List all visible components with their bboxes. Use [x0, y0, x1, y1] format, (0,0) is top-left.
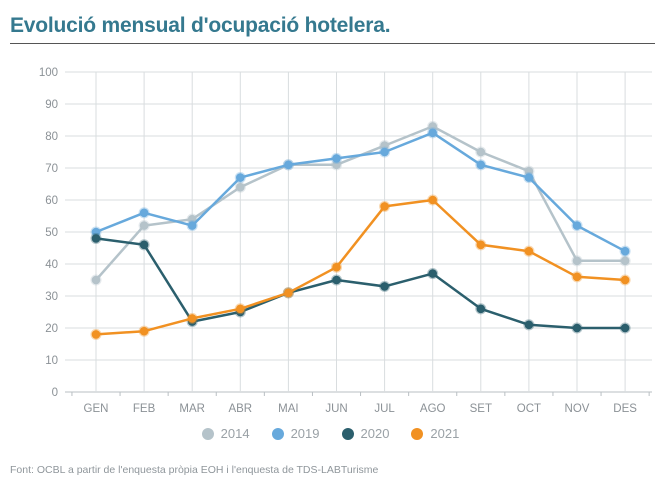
data-point-2014-ABR: [234, 181, 246, 193]
x-tick-label-OCT: OCT: [517, 403, 541, 415]
data-point-2021-MAI: [282, 287, 294, 299]
data-point-2021-NOV: [571, 271, 583, 283]
x-tick-label-AGO: AGO: [420, 403, 446, 415]
data-point-2020-AGO: [427, 268, 439, 280]
data-point-2021-GEN: [90, 328, 102, 340]
legend-dot-2020: [341, 427, 354, 440]
y-tick-label-30: 30: [45, 291, 58, 303]
data-point-2021-AGO: [427, 194, 439, 206]
data-point-2021-FEB: [138, 325, 150, 337]
series-line-2020: [94, 237, 627, 330]
legend-dot-2021: [411, 427, 424, 440]
legend-item-2021: 2021: [411, 426, 459, 441]
x-tick-label-FEB: FEB: [133, 403, 156, 415]
y-tick-label-90: 90: [45, 99, 58, 111]
data-point-2014-DES: [619, 255, 631, 267]
page-header: Evolució mensual d'ocupació hotelera.: [10, 14, 655, 44]
data-point-2021-JUL: [379, 200, 391, 212]
occupancy-line-chart: 0 10 20 30 40 50 60 70 80 90 100 GEN FEB MAR ABR MAI JUN…: [39, 67, 652, 415]
data-point-2019-MAR: [186, 220, 198, 232]
data-point-2019-ABR: [234, 172, 246, 184]
data-point-2019-NOV: [571, 220, 583, 232]
x-tick-label-NOV: NOV: [565, 403, 590, 415]
source-note: Font: OCBL a partir de l'enquesta pròpia…: [10, 464, 379, 476]
y-tick-label-40: 40: [45, 259, 58, 271]
y-tick-label-70: 70: [45, 163, 58, 175]
y-tick-label-20: 20: [45, 323, 58, 335]
data-point-2020-SET: [475, 303, 487, 315]
legend-label-2014: 2014: [220, 426, 250, 441]
x-tick-label-MAR: MAR: [179, 403, 205, 415]
legend-label-2021: 2021: [430, 426, 460, 441]
data-point-2021-SET: [475, 239, 487, 251]
x-tick-label-ABR: ABR: [228, 403, 252, 415]
y-tick-label-100: 100: [39, 67, 58, 79]
data-point-2019-SET: [475, 159, 487, 171]
chart-legend: 2014 2019 2020 2021: [0, 426, 661, 441]
legend-dot-2019: [271, 427, 284, 440]
x-tick-label-MAI: MAI: [278, 403, 298, 415]
x-tick-label-JUN: JUN: [325, 403, 347, 415]
data-point-2020-JUN: [330, 274, 343, 286]
data-point-2021-ABR: [234, 303, 246, 315]
series-line-2014: [94, 125, 627, 282]
x-tick-label-DES: DES: [613, 403, 637, 415]
legend-item-2019: 2019: [271, 426, 320, 441]
legend-label-2019: 2019: [290, 426, 320, 441]
y-tick-label-0: 0: [52, 387, 58, 399]
data-point-2019-DES: [619, 245, 631, 257]
data-point-2020-FEB: [138, 239, 150, 251]
data-point-2014-NOV: [571, 255, 583, 267]
data-point-2019-FEB: [138, 207, 150, 219]
chart-area: 0 10 20 30 40 50 60 70 80 90 100 GEN FEB MAR ABR MAI JUN…: [0, 56, 661, 421]
legend-label-2020: 2020: [360, 426, 390, 441]
y-tick-label-80: 80: [45, 131, 58, 143]
data-point-2014-SET: [475, 146, 487, 158]
data-point-2019-MAI: [282, 159, 294, 171]
x-tick-label-JUL: JUL: [374, 403, 395, 415]
data-point-2019-JUL: [379, 146, 391, 158]
data-point-2020-DES: [619, 322, 631, 334]
y-tick-label-60: 60: [45, 195, 58, 207]
data-point-2021-DES: [619, 274, 631, 286]
page-title: Evolució mensual d'ocupació hotelera.: [10, 14, 655, 44]
data-point-2020-JUL: [379, 280, 391, 292]
x-tick-label-SET: SET: [470, 403, 492, 415]
data-point-2019-JUN: [330, 152, 343, 164]
legend-dot-2014: [201, 427, 214, 440]
legend-item-2020: 2020: [341, 426, 390, 441]
data-point-2020-OCT: [523, 319, 535, 331]
y-tick-label-10: 10: [45, 355, 58, 367]
data-point-2014-GEN: [90, 274, 102, 286]
data-point-2019-OCT: [523, 172, 535, 184]
data-point-2019-AGO: [427, 127, 439, 139]
data-point-2021-JUN: [330, 261, 343, 273]
data-point-2021-OCT: [523, 245, 535, 257]
legend-item-2014: 2014: [201, 426, 250, 441]
data-point-2014-FEB: [138, 220, 150, 232]
data-point-2020-GEN: [90, 232, 102, 244]
data-point-2021-MAR: [186, 312, 198, 324]
y-tick-label-50: 50: [45, 227, 58, 239]
series-line-2019: [94, 131, 627, 253]
series-line-2021: [94, 198, 627, 336]
x-tick-label-GEN: GEN: [84, 403, 109, 415]
data-point-2020-NOV: [571, 322, 583, 334]
